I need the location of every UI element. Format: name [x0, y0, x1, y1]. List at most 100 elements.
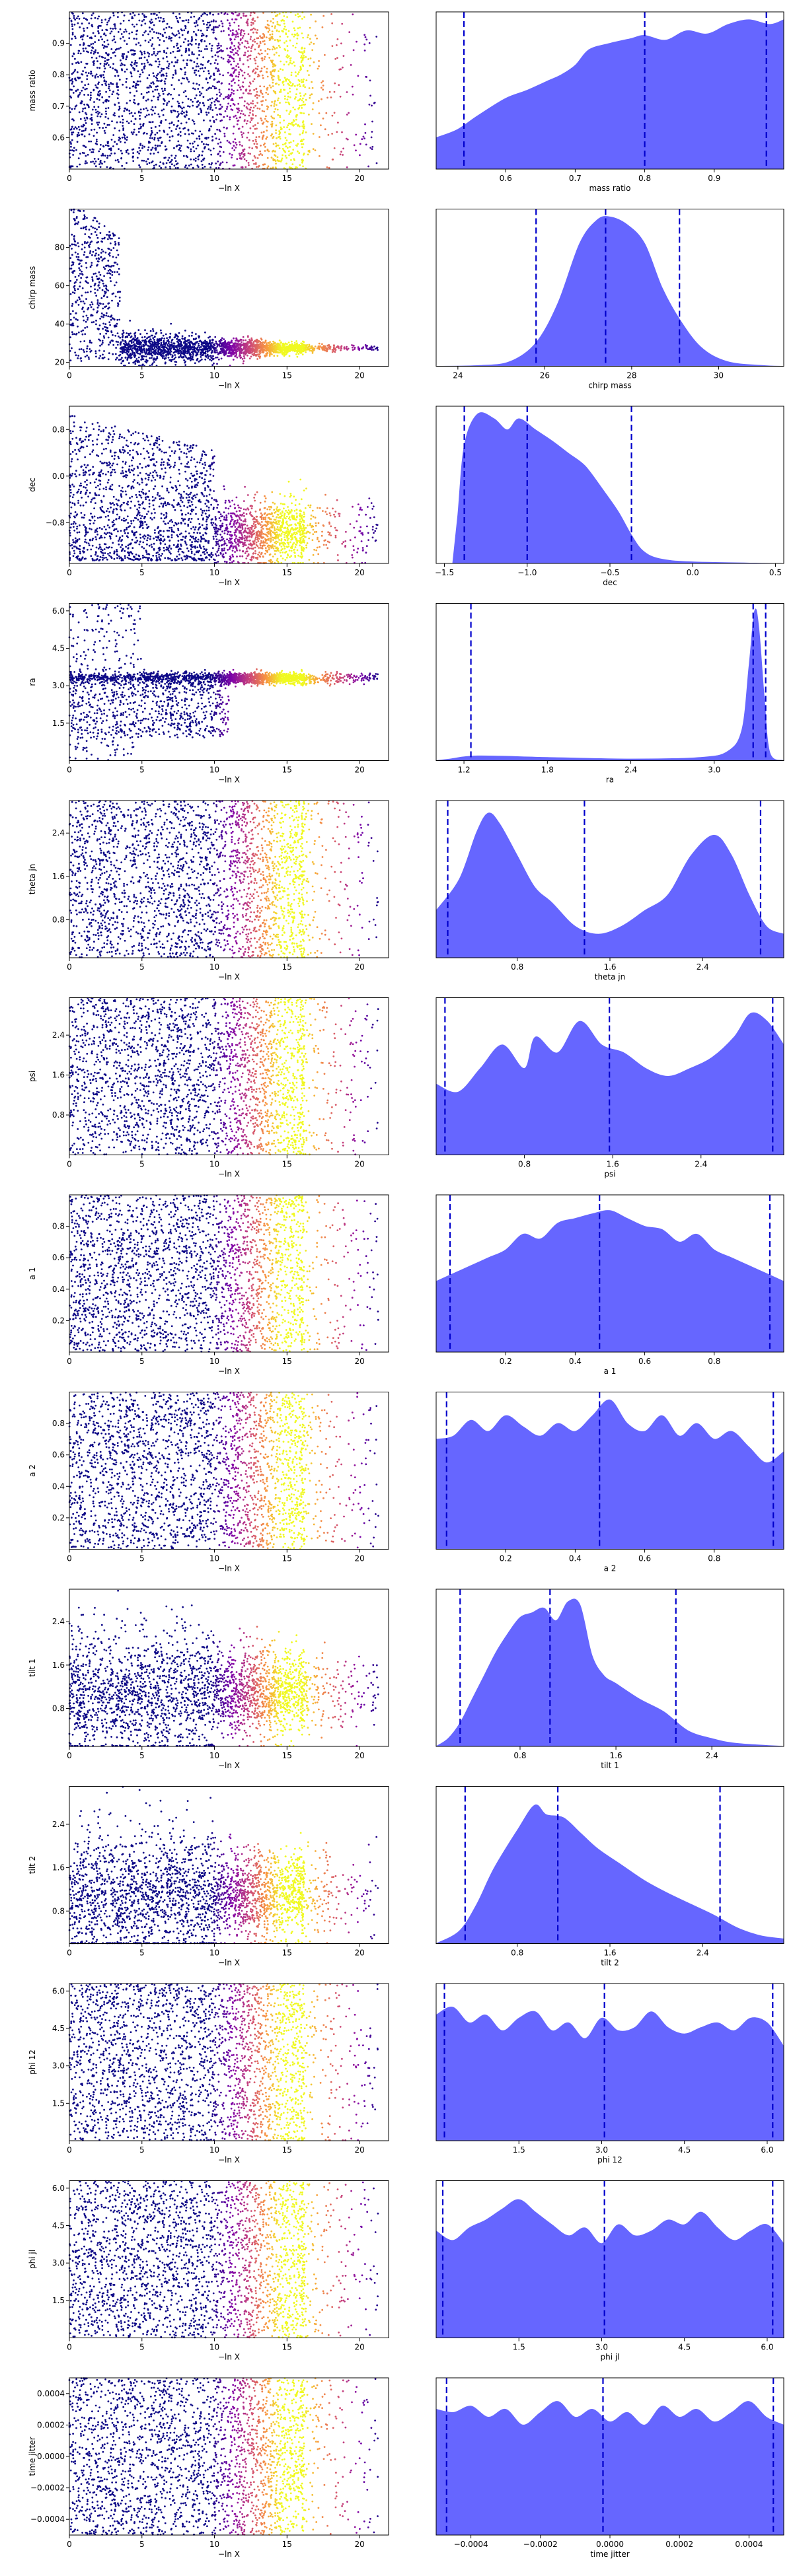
scatter-point: [203, 104, 205, 106]
scatter-point: [206, 27, 208, 29]
scatter-point: [195, 130, 197, 132]
scatter-point: [198, 18, 200, 20]
scatter-point: [141, 20, 143, 22]
scatter-point: [145, 100, 147, 102]
scatter-point: [241, 158, 243, 160]
scatter-point: [159, 125, 161, 127]
scatter-point: [178, 32, 180, 34]
scatter-point: [94, 350, 96, 352]
scatter-point: [111, 139, 113, 141]
scatter-point: [371, 137, 373, 139]
scatter-point: [147, 149, 149, 151]
scatter-point: [94, 129, 96, 131]
scatter-point: [253, 163, 255, 165]
scatter-point: [118, 148, 120, 150]
scatter-point: [220, 45, 222, 47]
scatter-point: [278, 145, 280, 147]
scatter-point: [302, 165, 304, 167]
scatter-point: [159, 130, 161, 132]
scatter-point: [114, 69, 116, 71]
scatter-point: [239, 353, 241, 355]
scatter-point: [260, 145, 262, 147]
scatter-point: [322, 15, 324, 17]
scatter-point: [190, 59, 192, 61]
scatter-point: [105, 252, 107, 254]
scatter-point: [87, 104, 89, 106]
scatter-point: [159, 61, 161, 63]
scatter-point: [185, 96, 187, 98]
scatter-point: [287, 348, 289, 350]
scatter-point: [288, 55, 290, 57]
scatter-point: [77, 319, 79, 321]
scatter-point: [86, 315, 88, 317]
scatter-point: [348, 112, 350, 114]
scatter-point: [270, 124, 272, 125]
scatter-point: [107, 155, 109, 157]
scatter-point: [85, 155, 87, 157]
scatter-point: [202, 13, 204, 15]
scatter-point: [178, 13, 180, 15]
scatter-point: [152, 90, 154, 92]
scatter-point: [270, 37, 272, 39]
scatter-point: [217, 345, 219, 347]
scatter-point: [85, 298, 87, 300]
scatter-point: [231, 67, 233, 69]
scatter-point: [268, 29, 270, 31]
scatter-point: [135, 38, 137, 40]
scatter-point: [138, 164, 140, 166]
scatter-point: [103, 337, 105, 339]
scatter-point: [120, 28, 122, 30]
scatter-point: [157, 53, 159, 55]
scatter-point: [80, 277, 82, 279]
scatter-point: [299, 83, 301, 85]
scatter-point: [309, 44, 311, 46]
scatter-point: [107, 118, 109, 120]
scatter-point: [100, 75, 102, 77]
scatter-point: [108, 44, 110, 46]
x-tick-label: 0.8: [638, 174, 651, 183]
scatter-point: [112, 334, 114, 336]
scatter-point: [84, 251, 86, 253]
scatter-point: [221, 343, 223, 345]
scatter-point: [253, 89, 255, 91]
scatter-point: [97, 52, 99, 54]
scatter-point: [233, 125, 235, 127]
scatter-point: [206, 89, 208, 91]
scatter-point: [227, 115, 229, 117]
scatter-point: [247, 132, 249, 134]
scatter-point: [289, 62, 291, 64]
scatter-point: [371, 345, 373, 347]
scatter-point: [187, 140, 189, 142]
scatter-point: [73, 17, 75, 19]
scatter-point: [108, 84, 110, 86]
scatter-point: [274, 65, 276, 67]
scatter-point: [243, 35, 245, 37]
scatter-point: [73, 211, 75, 213]
scatter-point: [246, 56, 248, 58]
scatter-point: [221, 83, 223, 85]
scatter-point: [239, 97, 241, 99]
scatter-point: [318, 65, 320, 67]
scatter-point: [87, 118, 89, 120]
scatter-point: [235, 343, 237, 345]
scatter-point: [70, 143, 72, 145]
scatter-point: [202, 164, 204, 166]
scatter-point: [176, 45, 178, 47]
scatter-point: [277, 355, 279, 357]
scatter-point: [102, 357, 104, 359]
scatter-point: [115, 28, 117, 30]
scatter-point: [83, 351, 85, 353]
scatter-point: [104, 155, 106, 157]
scatter-point: [155, 126, 157, 128]
scatter-point: [254, 354, 256, 356]
scatter-point: [266, 71, 268, 73]
scatter-point: [150, 83, 152, 85]
scatter-point: [146, 133, 148, 135]
scatter-point: [106, 312, 108, 314]
scatter-point: [278, 136, 280, 138]
scatter-point: [328, 167, 330, 169]
scatter-point: [222, 26, 224, 28]
scatter-point: [146, 333, 148, 335]
scatter-point: [305, 99, 307, 101]
scatter-point: [132, 67, 134, 69]
